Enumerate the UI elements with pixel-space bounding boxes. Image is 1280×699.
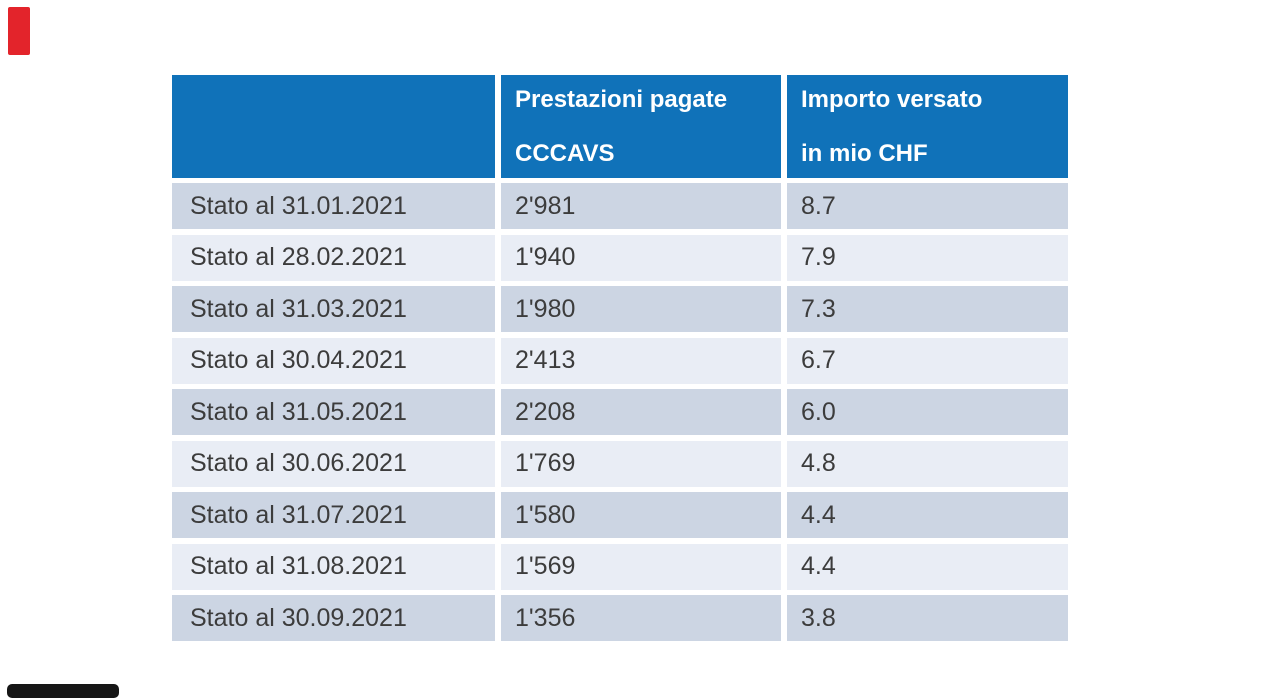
row-label-cell: Stato al 30.09.2021: [172, 595, 495, 641]
importo-cell: 6.0: [787, 389, 1068, 435]
row-label-cell: Stato al 31.08.2021: [172, 543, 495, 590]
importo-cell: 8.7: [787, 183, 1068, 229]
importo-cell: 4.8: [787, 440, 1068, 487]
row-label-cell: Stato al 28.02.2021: [172, 234, 495, 281]
row-label-cell: Stato al 31.01.2021: [172, 183, 495, 229]
table-row: Stato al 30.09.2021 1'356 3.8: [172, 595, 1068, 641]
header-label-line: Prestazioni pagate: [515, 86, 728, 113]
importo-cell: 4.4: [787, 492, 1068, 538]
importo-cell: 4.4: [787, 543, 1068, 590]
header-cell-empty: [172, 75, 495, 178]
table-row: Stato al 28.02.2021 1'940 7.9: [172, 234, 1068, 281]
table-row: Stato al 30.04.2021 2'413 6.7: [172, 337, 1068, 384]
table-header-row: Prestazioni pagate CCCAVS Importo versat…: [172, 75, 1068, 178]
importo-cell: 3.8: [787, 595, 1068, 641]
table-row: Stato al 30.06.2021 1'769 4.8: [172, 440, 1068, 487]
table-row: Stato al 31.01.2021 2'981 8.7: [172, 183, 1068, 229]
prestazioni-cell: 1'940: [501, 234, 781, 281]
prestazioni-cell: 2'208: [501, 389, 781, 435]
prestazioni-cell: 1'356: [501, 595, 781, 641]
importo-cell: 6.7: [787, 337, 1068, 384]
video-overlay-bar: [7, 684, 119, 698]
header-label-line: in mio CHF: [801, 140, 928, 167]
data-table: Prestazioni pagate CCCAVS Importo versat…: [172, 75, 1068, 641]
importo-cell: 7.9: [787, 234, 1068, 281]
row-label-cell: Stato al 30.06.2021: [172, 440, 495, 487]
prestazioni-cell: 1'580: [501, 492, 781, 538]
header-label-line: CCCAVS: [515, 140, 615, 167]
row-label-cell: Stato al 31.03.2021: [172, 286, 495, 332]
table-row: Stato al 31.05.2021 2'208 6.0: [172, 389, 1068, 435]
header-label-line: Importo versato: [801, 86, 983, 113]
header-cell-importo: Importo versato in mio CHF: [787, 75, 1068, 178]
row-label-cell: Stato al 31.05.2021: [172, 389, 495, 435]
importo-cell: 7.3: [787, 286, 1068, 332]
prestazioni-cell: 2'981: [501, 183, 781, 229]
prestazioni-cell: 1'569: [501, 543, 781, 590]
table-row: Stato al 31.08.2021 1'569 4.4: [172, 543, 1068, 590]
prestazioni-cell: 1'980: [501, 286, 781, 332]
red-marker: [8, 7, 30, 55]
table-row: Stato al 31.07.2021 1'580 4.4: [172, 492, 1068, 538]
row-label-cell: Stato al 31.07.2021: [172, 492, 495, 538]
prestazioni-cell: 1'769: [501, 440, 781, 487]
row-label-cell: Stato al 30.04.2021: [172, 337, 495, 384]
header-cell-prestazioni: Prestazioni pagate CCCAVS: [501, 75, 781, 178]
table-row: Stato al 31.03.2021 1'980 7.3: [172, 286, 1068, 332]
prestazioni-cell: 2'413: [501, 337, 781, 384]
